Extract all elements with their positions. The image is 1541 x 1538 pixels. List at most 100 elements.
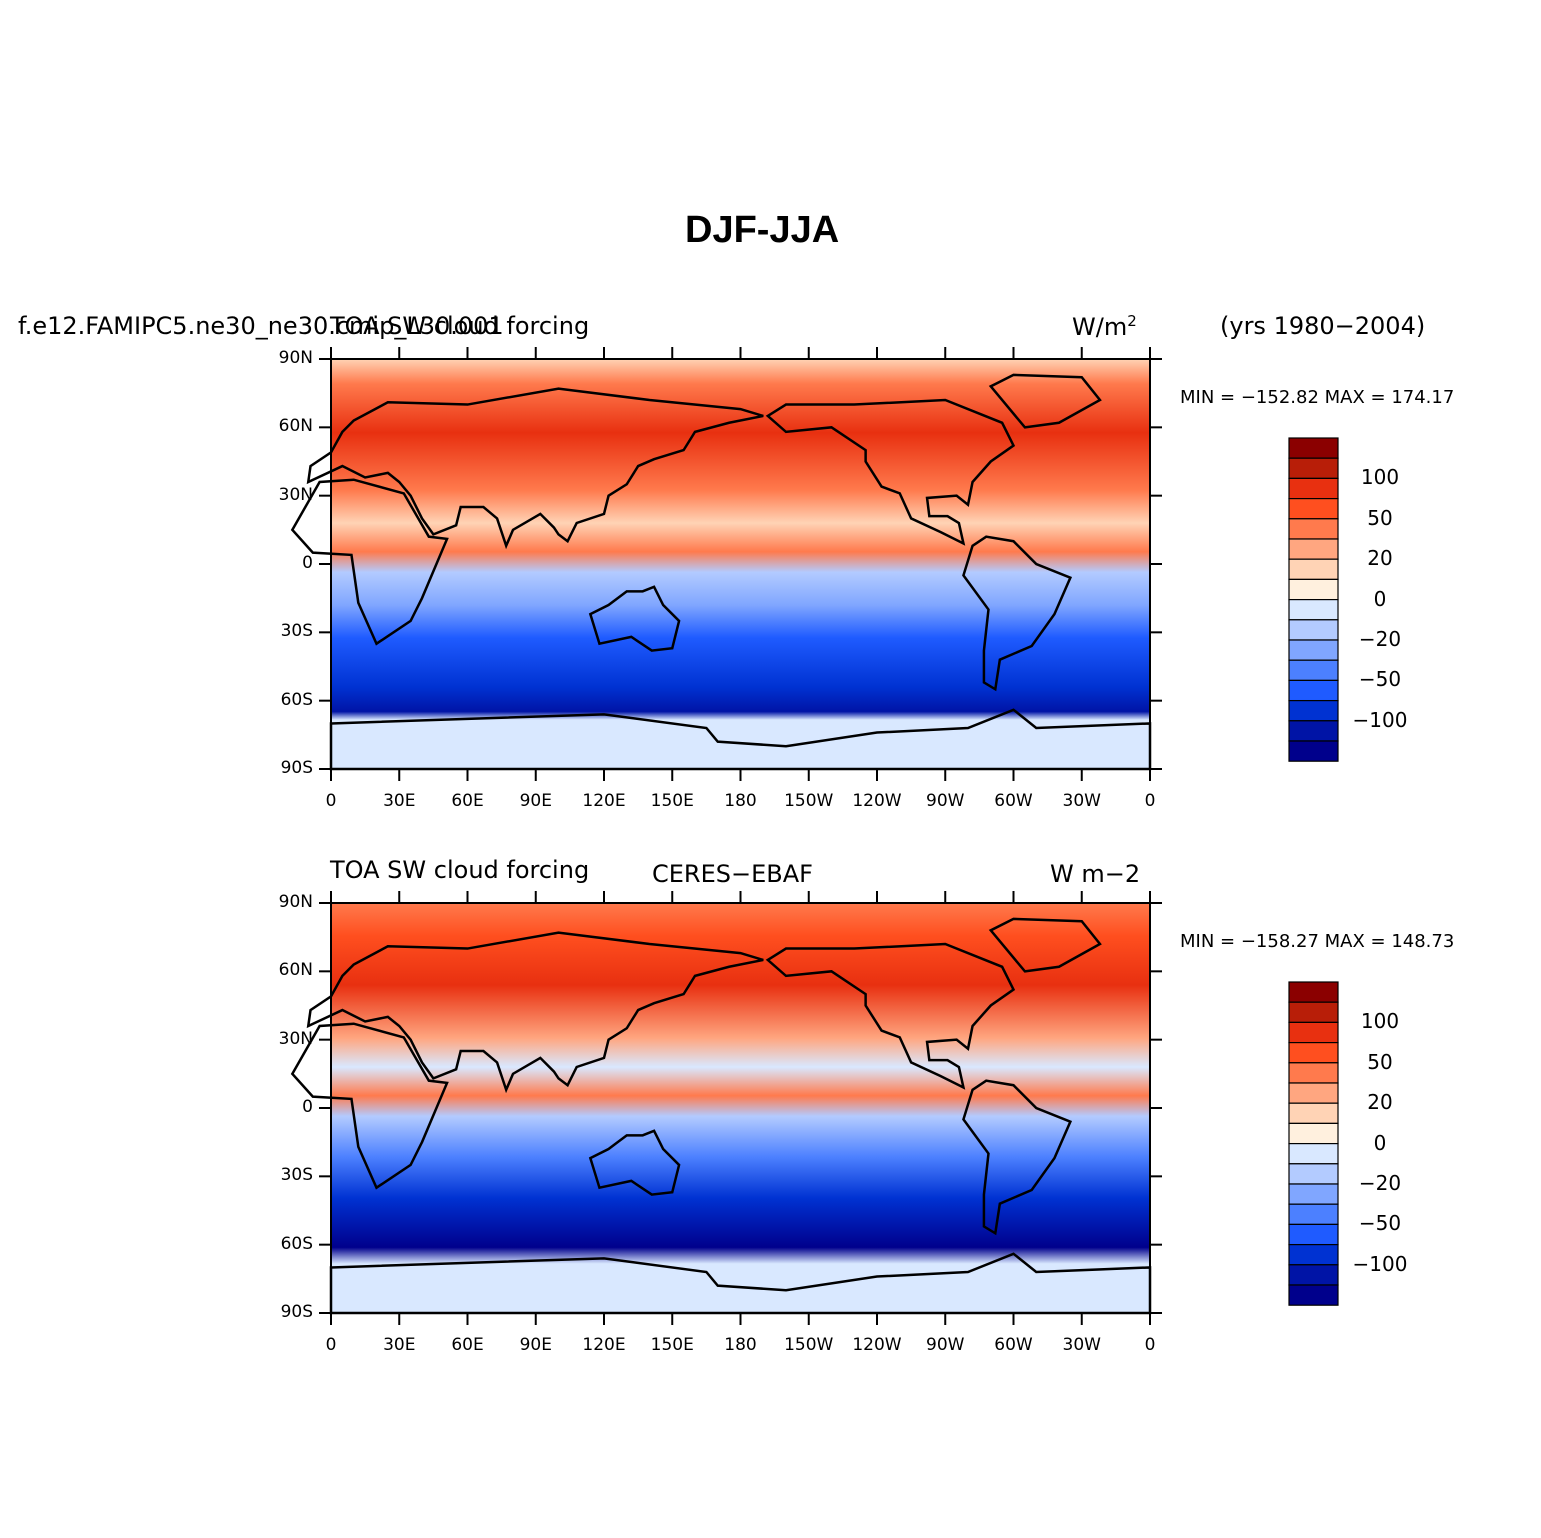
lon-tick-label: 120W xyxy=(852,791,902,811)
lon-tick-label: 150W xyxy=(784,791,834,811)
colorbar-1-label: 100 xyxy=(1360,465,1400,490)
lon-tick-label: 150W xyxy=(784,1335,834,1355)
lat-tick-label: 60N xyxy=(278,416,313,437)
colorbar-1-label: −50 xyxy=(1358,667,1402,692)
colorbar-1-box xyxy=(1288,699,1339,722)
lon-tick-label: 150E xyxy=(650,791,694,811)
lon-tick-label: 90W xyxy=(926,791,965,811)
colorbar-2-box xyxy=(1288,1082,1339,1104)
lon-tick-label: 0 xyxy=(1144,791,1156,811)
map-panel-2-field xyxy=(331,903,1150,1313)
colorbar-2-box xyxy=(1288,1183,1339,1205)
lon-tick-label: 90W xyxy=(926,1335,965,1355)
colorbar-1-box xyxy=(1288,477,1339,500)
lon-tick-label: 90E xyxy=(519,791,552,811)
colorbar-2-box xyxy=(1288,1203,1339,1225)
coastline-africa xyxy=(290,478,449,646)
coastline-europe-asia xyxy=(306,387,764,550)
lon-tick-label: 30W xyxy=(1062,1335,1101,1355)
lon-tick-label: 60W xyxy=(994,791,1033,811)
colorbar-1-label: −20 xyxy=(1358,627,1402,651)
colorbar-1-box xyxy=(1288,578,1339,601)
colorbar-2-box xyxy=(1288,1001,1339,1024)
coastline-africa xyxy=(290,1022,449,1190)
panel2-units: W m−2 xyxy=(1050,860,1141,888)
map-panel-1 xyxy=(290,347,1339,781)
colorbar-1-label: 20 xyxy=(1367,546,1393,571)
panel2-variable-name: TOA SW cloud forcing xyxy=(330,856,590,884)
lat-tick-label: 90S xyxy=(280,1302,313,1322)
lat-tick-label: 60N xyxy=(278,960,313,981)
lon-tick-label: 60E xyxy=(451,1335,484,1355)
lat-tick-label: 0 xyxy=(302,1097,313,1117)
map-panel-1-field xyxy=(331,359,1150,769)
colorbar-2-box xyxy=(1288,1122,1339,1145)
colorbar-2-box xyxy=(1288,1223,1339,1246)
colorbar-1-box xyxy=(1288,598,1339,621)
lat-tick-label: 90N xyxy=(278,348,313,368)
panel1-min-max: MIN = −152.82 MAX = 174.17 xyxy=(1180,387,1455,408)
lat-tick-label: 30S xyxy=(280,1165,313,1186)
colorbar-1-box xyxy=(1288,740,1339,762)
lon-tick-label: 120E xyxy=(582,791,626,811)
colorbar-1-box xyxy=(1288,679,1339,702)
colorbar-2-label: 20 xyxy=(1367,1090,1393,1115)
panel1-variable-name: TOA SW cloud forcing xyxy=(330,312,590,340)
colorbar-1-box xyxy=(1288,437,1339,459)
coastline-australia xyxy=(588,1129,681,1196)
lon-tick-label: 90E xyxy=(519,1335,552,1355)
colorbar-2-box xyxy=(1288,1163,1339,1185)
colorbar-2-box xyxy=(1288,1041,1339,1064)
lon-tick-label: 0 xyxy=(325,1335,337,1355)
coastline-europe-asia xyxy=(306,931,764,1094)
colorbar-2-box xyxy=(1288,1243,1339,1266)
lon-tick-label: 0 xyxy=(1144,1335,1156,1355)
colorbar-2-label: −20 xyxy=(1358,1171,1402,1195)
lat-tick-label: 60S xyxy=(280,689,313,710)
colorbar-1-box xyxy=(1288,498,1339,520)
lon-tick-label: 180 xyxy=(724,791,757,811)
lon-tick-label: 30W xyxy=(1062,791,1101,811)
colorbar-1-label: 50 xyxy=(1367,505,1393,530)
lon-tick-label: 60W xyxy=(994,1335,1033,1355)
colorbar-2-label: −50 xyxy=(1358,1211,1402,1236)
map-panel-2 xyxy=(290,891,1339,1325)
lat-tick-label: 30N xyxy=(278,484,313,505)
panel1-case-name: f.e12.FAMIPC5.ne30_ne30.cmip_L30.001 xyxy=(18,312,504,340)
lon-tick-label: 120E xyxy=(582,1335,626,1355)
colorbar-2-box xyxy=(1288,1062,1339,1084)
panel1-units-exponent: 2 xyxy=(1127,312,1137,330)
lon-tick-label: 60E xyxy=(451,791,484,811)
lon-tick-label: 150E xyxy=(650,1335,694,1355)
coastline-greenland xyxy=(988,917,1102,973)
colorbar-1-label: 0 xyxy=(1373,586,1387,611)
coastline-greenland xyxy=(988,373,1102,429)
colorbar-1-box xyxy=(1288,538,1339,560)
lat-tick-label: 90N xyxy=(278,892,313,912)
colorbar-1-box xyxy=(1288,558,1339,581)
colorbar-1-box xyxy=(1288,619,1339,641)
lat-tick-label: 90S xyxy=(280,758,313,778)
coastline-australia xyxy=(588,585,681,652)
coastline-north-america xyxy=(765,942,1016,1090)
colorbar-2-label: 100 xyxy=(1360,1009,1400,1034)
lat-tick-label: 0 xyxy=(302,553,313,573)
colorbar-2-box xyxy=(1288,1102,1339,1124)
colorbar-2-box xyxy=(1288,981,1339,1003)
colorbar-2-box xyxy=(1288,1021,1339,1044)
panel2-min-max: MIN = −158.27 MAX = 148.73 xyxy=(1180,931,1455,952)
lon-tick-label: 120W xyxy=(852,1335,902,1355)
colorbar-1-label: −100 xyxy=(1352,707,1408,732)
coastline-south-america xyxy=(962,1079,1073,1236)
lon-tick-label: 0 xyxy=(325,791,337,811)
colorbar-2-box xyxy=(1288,1264,1339,1286)
colorbar-2-box xyxy=(1288,1284,1339,1306)
colorbar-2-label: 50 xyxy=(1367,1049,1393,1074)
lat-tick-label: 30N xyxy=(278,1028,313,1049)
panel2-dataset-name: CERES−EBAF xyxy=(652,860,813,888)
colorbar-1-box xyxy=(1288,639,1339,661)
panel1-units: W/m2 xyxy=(1072,312,1137,341)
colorbar-1-box xyxy=(1288,457,1339,480)
lat-tick-label: 30S xyxy=(280,621,313,642)
